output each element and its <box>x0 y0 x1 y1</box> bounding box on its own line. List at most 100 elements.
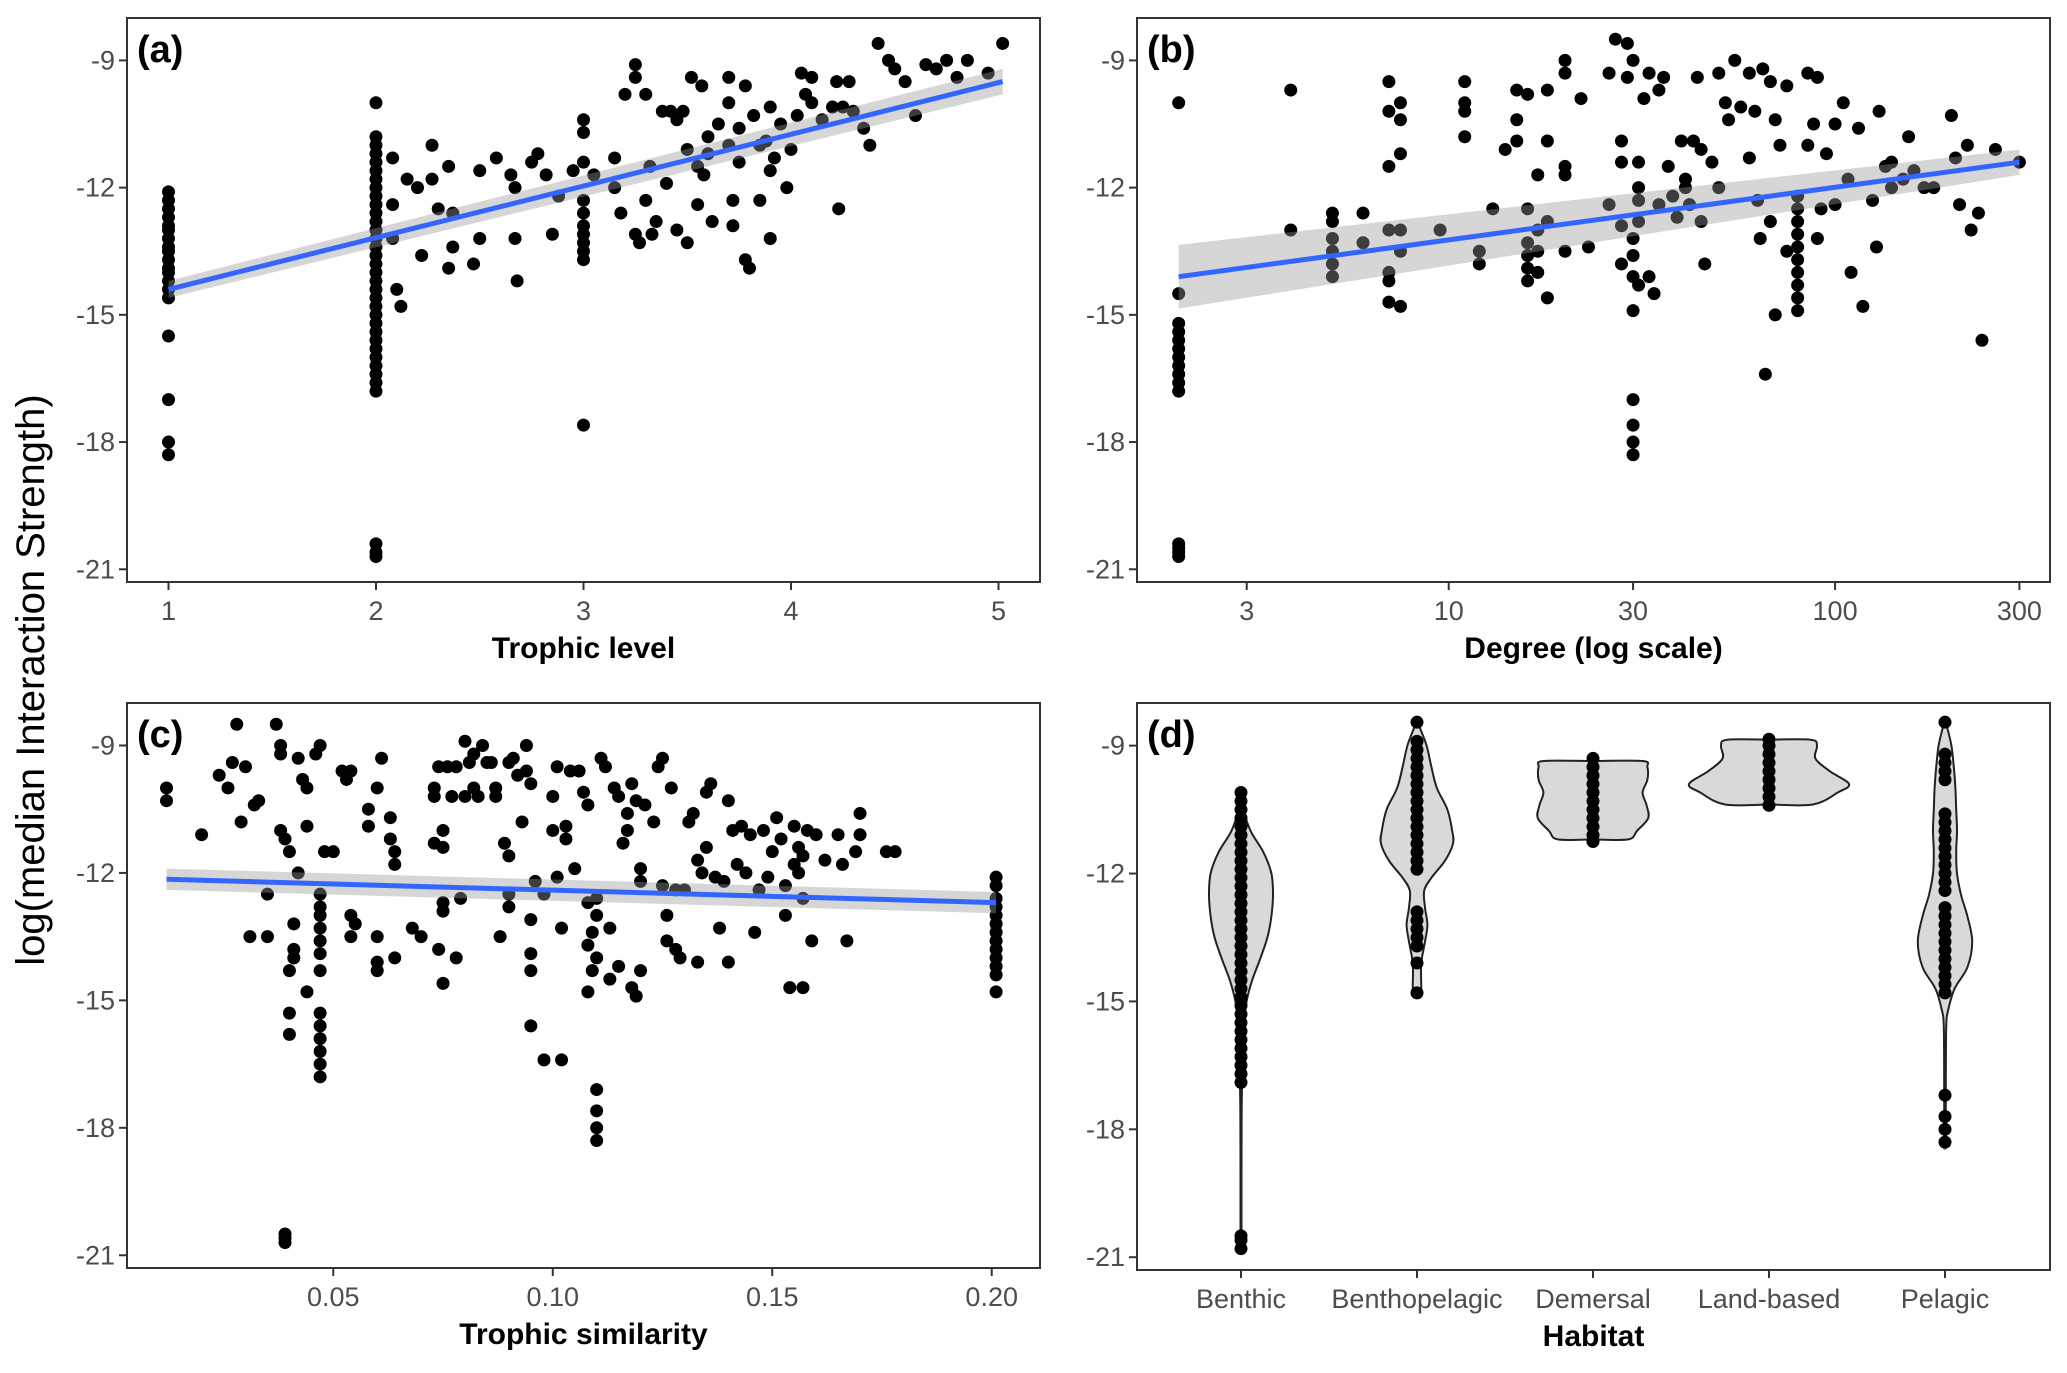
data-point <box>581 938 595 952</box>
data-point <box>415 248 429 262</box>
data-point <box>519 738 533 752</box>
panel-b: -9 -12 -15 -18 -21 3 10 30 100 300 Degree (log sca… <box>1086 17 2051 665</box>
data-point <box>162 393 175 407</box>
y-tick-label: -21 <box>1086 554 1125 584</box>
data-point <box>252 794 266 808</box>
data-point <box>1670 210 1684 224</box>
data-point <box>680 236 694 250</box>
data-point <box>221 781 235 795</box>
data-point <box>1626 448 1640 462</box>
data-point <box>756 823 770 837</box>
data-point <box>313 947 327 961</box>
data-point <box>660 176 673 190</box>
data-point <box>871 36 885 50</box>
data-point <box>590 1121 604 1135</box>
data-point <box>1393 147 1407 161</box>
data-point <box>577 125 590 139</box>
data-point <box>846 104 860 118</box>
data-point <box>1647 287 1661 301</box>
data-point <box>1712 181 1726 195</box>
data-point <box>638 798 652 812</box>
x-tick-label: 5 <box>991 596 1006 626</box>
data-point <box>691 955 705 969</box>
data-point <box>738 79 752 93</box>
data-point <box>476 738 490 752</box>
data-point <box>524 947 538 961</box>
data-point <box>405 921 419 935</box>
data-point <box>656 879 670 893</box>
data-points <box>1172 32 2026 564</box>
x-tick-label: 300 <box>1997 596 2042 626</box>
data-point <box>1657 70 1671 84</box>
x-axis-title: Degree (log scale) <box>1464 632 1722 665</box>
data-point <box>634 862 648 876</box>
data-point <box>1885 181 1899 195</box>
data-point <box>467 747 481 761</box>
x-tick-label: 4 <box>783 596 798 626</box>
data-point <box>732 121 746 135</box>
data-point <box>361 819 375 833</box>
data-point <box>1642 270 1656 284</box>
data-point <box>1521 87 1535 101</box>
data-point <box>960 53 974 67</box>
data-point <box>1608 32 1622 46</box>
data-point <box>863 138 877 152</box>
data-point <box>1780 79 1794 93</box>
x-tick-label: 0.10 <box>526 1282 579 1312</box>
data-point <box>1642 66 1656 80</box>
data-point <box>722 96 736 110</box>
data-point <box>313 887 327 901</box>
data-point <box>1637 92 1651 106</box>
data-point <box>815 113 829 127</box>
data-point <box>1393 96 1407 110</box>
data-point <box>989 968 1003 982</box>
data-points <box>160 717 1003 1250</box>
data-point <box>1872 104 1886 118</box>
data-point <box>753 193 767 207</box>
data-point <box>1521 236 1535 250</box>
data-point <box>1382 295 1396 309</box>
data-point <box>1458 75 1472 89</box>
data-point <box>796 849 810 863</box>
data-point <box>898 75 912 89</box>
data-point <box>1698 257 1712 271</box>
data-point <box>411 181 424 195</box>
data-point <box>614 206 628 220</box>
data-point <box>577 253 590 267</box>
data-point <box>1433 223 1447 237</box>
panel-a: -9 -12 -15 -18 -21 1 2 3 4 5 Trophic level (a) <box>76 17 1041 665</box>
data-point <box>1632 278 1646 292</box>
data-point <box>1382 223 1396 237</box>
data-point <box>590 951 604 965</box>
data-point <box>390 282 404 296</box>
data-point <box>436 976 450 990</box>
data-point <box>1510 113 1524 127</box>
data-point <box>524 1019 538 1033</box>
data-point <box>717 874 731 888</box>
data-point <box>1960 138 1974 152</box>
data-point <box>701 130 715 144</box>
data-point <box>1632 155 1646 169</box>
data-point <box>162 291 175 305</box>
data-point <box>1674 134 1688 148</box>
data-point <box>1819 147 1833 161</box>
data-point <box>473 164 487 178</box>
data-point <box>629 989 643 1003</box>
data-point <box>1885 155 1899 169</box>
data-point <box>497 836 511 850</box>
data-point <box>230 717 244 731</box>
violin-points <box>1762 732 1776 812</box>
x-tick-label: 1 <box>161 596 176 626</box>
data-point <box>1852 121 1866 135</box>
y-tick-label: -18 <box>76 1113 115 1143</box>
data-point <box>504 168 518 182</box>
data-point <box>888 62 902 76</box>
data-point <box>1753 232 1767 246</box>
data-point <box>1756 62 1770 76</box>
data-point <box>313 1019 327 1033</box>
x-tick-label: Benthic <box>1196 1284 1286 1314</box>
data-point <box>555 1053 569 1067</box>
data-point <box>761 870 775 884</box>
data-point <box>537 1053 551 1067</box>
